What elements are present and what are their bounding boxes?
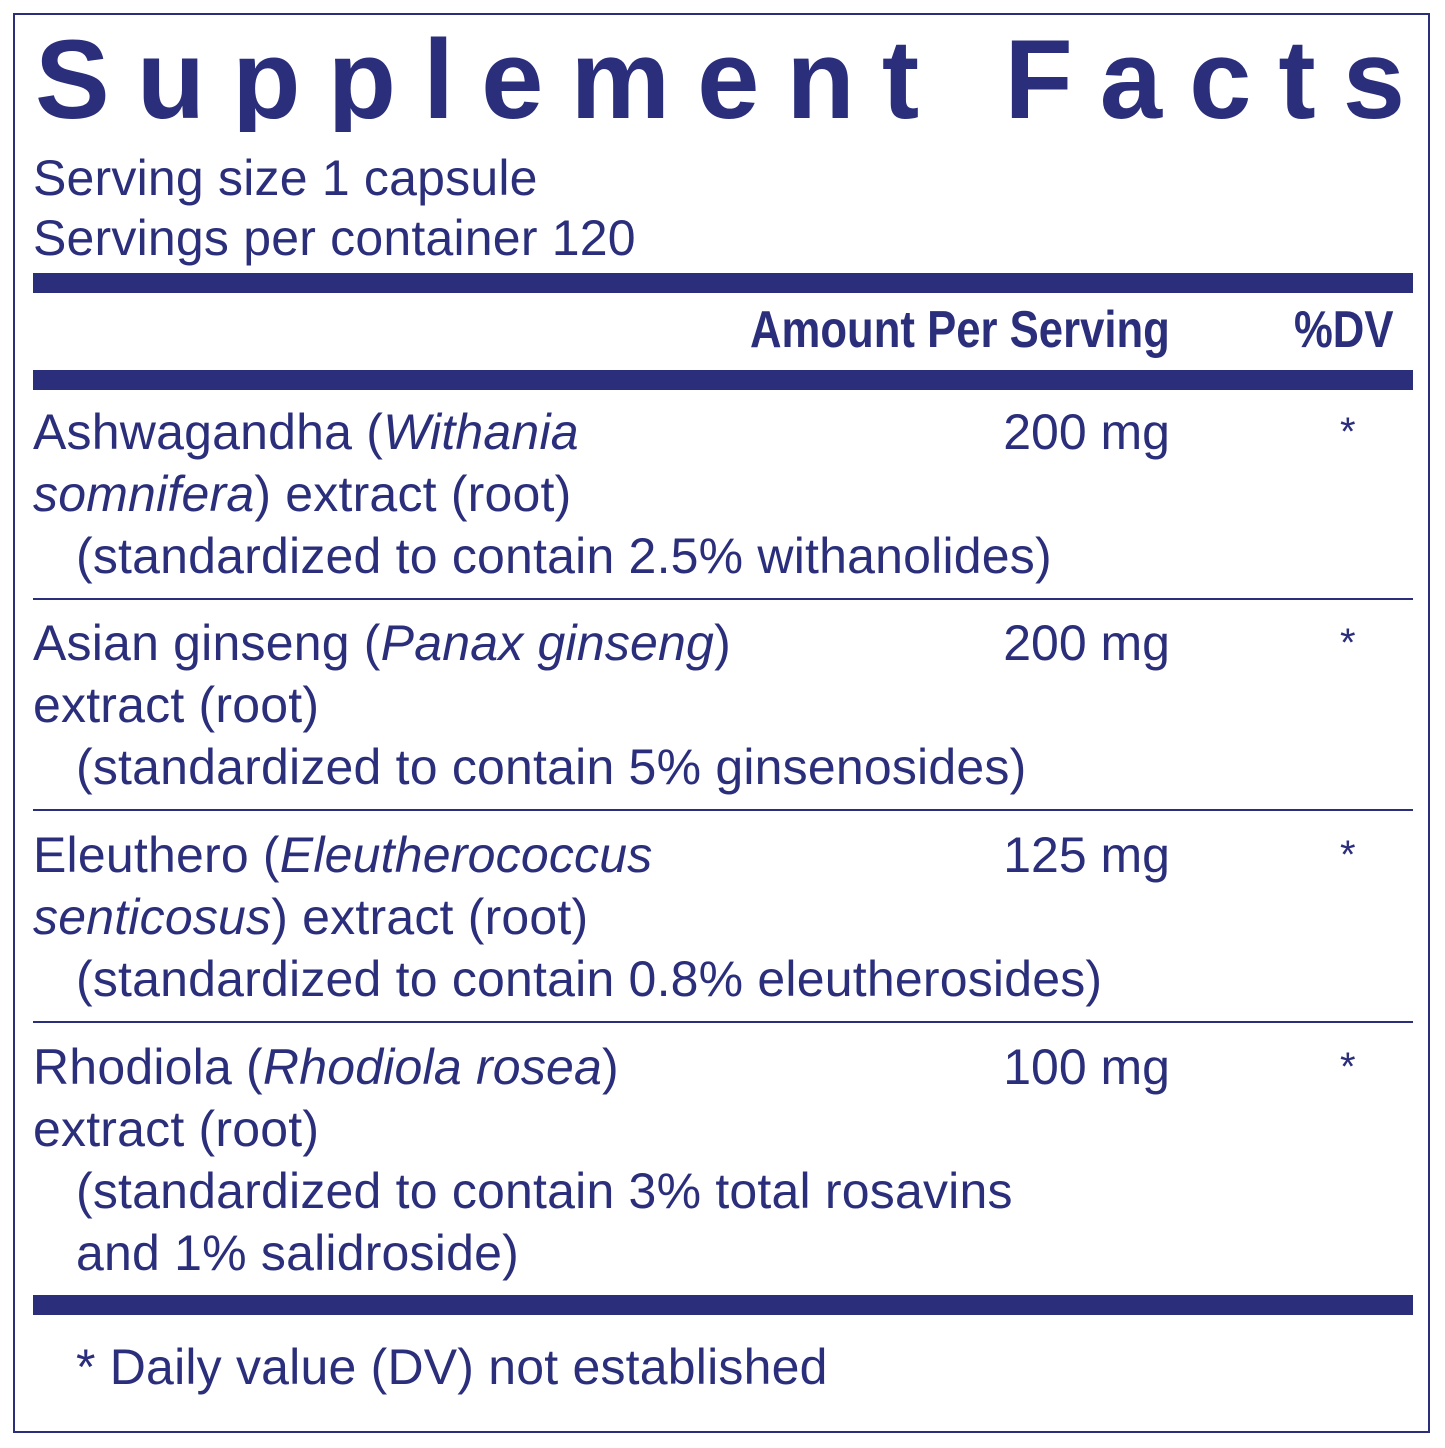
ingredient-text: (standardized to contain 2.5% withanolid… (76, 528, 1052, 584)
ingredient-text: (standardized to contain 5% ginsenosides… (76, 739, 1027, 795)
thin-divider (33, 809, 1413, 811)
ingredient-text: ) extract (root) (254, 466, 572, 522)
ingredient-text: (standardized to contain 0.8% eleutheros… (76, 951, 1103, 1007)
latin-name: Withania (383, 404, 579, 460)
ingredient-line: (standardized to contain 5% ginsenosides… (76, 736, 1026, 798)
thin-divider (33, 1021, 1413, 1023)
title-svg: Supplement Facts (35, 22, 1405, 132)
ingredient-text: extract (root) (33, 1101, 320, 1157)
ingredient-line: (standardized to contain 3% total rosavi… (76, 1160, 1013, 1222)
ingredient-line: (standardized to contain 0.8% eleutheros… (76, 948, 1102, 1010)
dv-value: * (1340, 1045, 1356, 1089)
dv-header: %DV (1293, 301, 1393, 359)
ingredient-line: extract (root) (33, 674, 319, 736)
ingredient-text: ) (714, 615, 731, 671)
ingredient-line: senticosus) extract (root) (33, 886, 588, 948)
latin-name: Rhodiola rosea (262, 1039, 603, 1095)
servings-per-container: Servings per container 120 (33, 210, 636, 266)
latin-name: Panax ginseng (380, 615, 715, 671)
page-title: Supplement Facts (35, 22, 1405, 132)
ingredient-line: (standardized to contain 2.5% withanolid… (76, 525, 1052, 587)
footnote: * Daily value (DV) not established (76, 1339, 828, 1395)
ingredient-line: Rhodiola (Rhodiola rosea) (33, 1036, 619, 1098)
label-border (13, 13, 1430, 1433)
ingredient-text: Eleuthero ( (33, 827, 280, 883)
ingredient-line: and 1% salidroside) (76, 1222, 519, 1284)
amount-value: 100 mg (1003, 1039, 1170, 1095)
amount-value: 200 mg (1003, 615, 1170, 671)
dv-value: * (1340, 621, 1356, 665)
amount-value: 125 mg (1003, 827, 1170, 883)
ingredient-line: Ashwagandha (Withania (33, 401, 579, 463)
ingredient-line: Asian ginseng (Panax ginseng) (33, 612, 731, 674)
latin-name: Eleutherococcus (279, 827, 653, 883)
dv-value: * (1340, 410, 1356, 454)
latin-name: somnifera (33, 466, 255, 522)
ingredient-line: Eleuthero (Eleutherococcus (33, 824, 652, 886)
ingredient-text: (standardized to contain 3% total rosavi… (76, 1163, 1013, 1219)
ingredient-text: and 1% salidroside) (76, 1225, 519, 1281)
amount-header: Amount Per Serving (750, 301, 1170, 359)
dv-value: * (1340, 833, 1356, 877)
amount-value: 200 mg (1003, 404, 1170, 460)
ingredient-text: Asian ginseng ( (33, 615, 381, 671)
ingredient-text: Rhodiola ( (33, 1039, 263, 1095)
ingredient-text: ) (602, 1039, 619, 1095)
latin-name: senticosus (33, 889, 272, 945)
serving-size: Serving size 1 capsule (33, 150, 538, 206)
thick-divider (33, 370, 1413, 390)
ingredient-text: Ashwagandha ( (33, 404, 384, 460)
ingredient-line: extract (root) (33, 1098, 319, 1160)
ingredient-text: ) extract (root) (271, 889, 589, 945)
thick-divider (33, 273, 1413, 293)
thick-divider (33, 1295, 1413, 1315)
thin-divider (33, 598, 1413, 600)
ingredient-text: extract (root) (33, 677, 320, 733)
ingredient-line: somnifera) extract (root) (33, 463, 571, 525)
